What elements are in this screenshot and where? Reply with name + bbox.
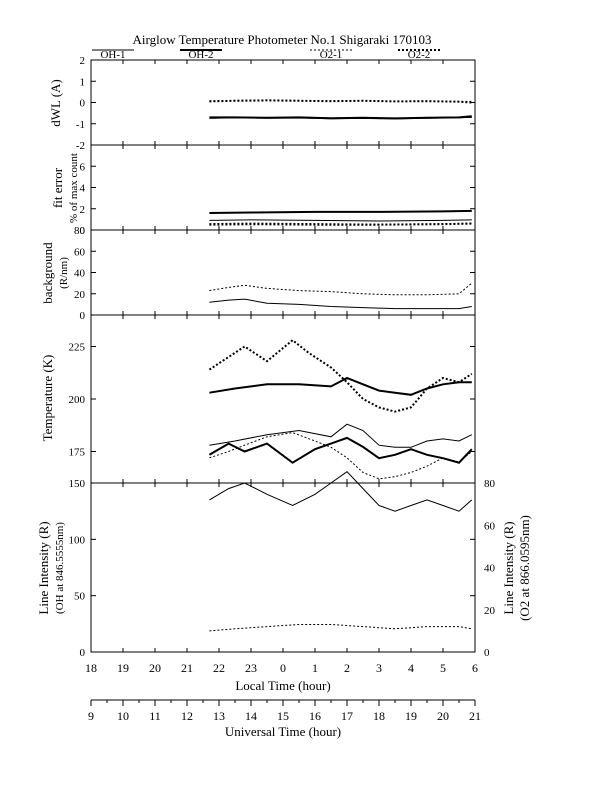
- ytick-label-dwl: -2: [76, 140, 85, 152]
- panel-frame-intensity: [90, 482, 476, 653]
- xtick-label-ut: 17: [341, 709, 353, 723]
- ylabel-intensity: Line Intensity (R): [36, 521, 51, 614]
- ytick-label-fit_error: 2: [80, 204, 86, 216]
- series-dwl-oh-2: [209, 115, 472, 120]
- ytick-right-label-intensity: 0: [484, 647, 490, 659]
- xtick-label-local: 3: [376, 661, 382, 675]
- ytick-label-temperature: 225: [69, 342, 86, 354]
- ytick-label-background: 60: [74, 246, 86, 258]
- ytick-label-intensity: 50: [74, 591, 86, 603]
- xtick-label-ut: 11: [149, 709, 161, 723]
- series-fit_error-o2-1: [209, 222, 472, 225]
- xtick-label-local: 0: [280, 661, 286, 675]
- ytick-label-temperature: 175: [69, 447, 86, 459]
- ytick-label-dwl: 2: [80, 55, 86, 67]
- ytick-label-dwl: -1: [76, 119, 85, 131]
- series-fit_error-oh-1: [209, 219, 472, 222]
- xtick-label-local: 19: [117, 661, 129, 675]
- xtick-label-ut: 10: [117, 709, 129, 723]
- chart-legend: OH-1 OH-2 O2-1 O2-2: [92, 49, 440, 61]
- xtick-label-ut: 18: [373, 709, 385, 723]
- ytick-label-intensity: 100: [69, 534, 86, 546]
- xtick-label-ut: 13: [213, 709, 225, 723]
- series-background-o2-1: [209, 282, 473, 296]
- panel-frame-background: [90, 229, 476, 316]
- xtick-label-local: 20: [149, 661, 161, 675]
- xtick-label-local: 2: [344, 661, 350, 675]
- ytick-label-intensity: 150: [69, 478, 86, 490]
- series-temperature-o2-1: [209, 432, 473, 480]
- ylabel-intensity: (OH at 846.5555nm): [54, 522, 66, 614]
- ytick-right-label-intensity: 20: [484, 605, 496, 617]
- xtick-label-local: 23: [245, 661, 257, 675]
- chart-title: Airglow Temperature Photometer No.1 Shig…: [133, 32, 432, 47]
- panel-frame-dwl: [90, 59, 476, 146]
- ylabel-right-intensity: (O2 at 866.0595nm): [517, 515, 532, 621]
- series-temperature-o2-2: [208, 338, 473, 413]
- ytick-label-fit_error: 4: [80, 183, 86, 195]
- legend-label-o2-1: O2-1: [320, 49, 343, 61]
- ylabel-dwl: dWL (A): [48, 79, 63, 127]
- panel-frame-temperature: [90, 314, 476, 484]
- xtick-label-local: 1: [312, 661, 318, 675]
- xtick-label-ut: 15: [277, 709, 289, 723]
- xtick-label-ut: 14: [245, 709, 257, 723]
- series-fit_error-o2-2: [209, 222, 472, 226]
- xtick-label-local: 6: [472, 661, 478, 675]
- ylabel-background: background: [40, 242, 55, 304]
- ytick-label-background: 0: [80, 310, 86, 322]
- ytick-label-background: 80: [74, 225, 86, 237]
- ylabel-fit_error: fit error: [50, 167, 65, 208]
- ytick-label-dwl: 1: [80, 76, 86, 88]
- ylabel-background: (R/nm): [58, 257, 70, 289]
- series-dwl-o2-1: [209, 99, 472, 102]
- xtick-label-local: 21: [181, 661, 193, 675]
- ytick-right-label-intensity: 60: [484, 520, 496, 532]
- series-intensity-oh-2: [208, 436, 473, 464]
- ytick-label-dwl: 0: [80, 98, 86, 110]
- xtick-label-ut: 9: [88, 709, 94, 723]
- xaxis-label-ut: Universal Time (hour): [225, 724, 341, 739]
- series-fit_error-oh-2: [209, 209, 472, 214]
- series-dwl-o2-2: [209, 99, 472, 104]
- series-intensity-oh-1: [209, 471, 473, 512]
- xtick-label-local: 5: [440, 661, 446, 675]
- ytick-label-intensity: 0: [80, 647, 86, 659]
- chart-y-labels: dWL (A) fit error% of max count background…: [36, 79, 532, 621]
- ytick-label-fit_error: 6: [80, 161, 86, 173]
- series-temperature-oh-1: [209, 423, 473, 448]
- ytick-label-fit_error: 0: [80, 225, 86, 237]
- ytick-label-temperature: 200: [69, 394, 86, 406]
- xtick-label-ut: 20: [437, 709, 449, 723]
- ytick-label-background: 20: [74, 289, 86, 301]
- legend-label-oh-1: OH-1: [100, 49, 125, 61]
- xtick-label-ut: 21: [469, 709, 481, 723]
- ylabel-fit_error: % of max count: [68, 153, 80, 223]
- ytick-right-label-intensity: 80: [484, 478, 496, 490]
- xtick-label-ut: 19: [405, 709, 417, 723]
- xtick-label-ut: 16: [309, 709, 321, 723]
- ylabel-right-intensity: Line Intensity (R): [501, 521, 516, 614]
- panel-frame-fit_error: [90, 144, 476, 231]
- series-temperature-oh-2: [209, 376, 472, 396]
- xtick-label-ut: 12: [181, 709, 193, 723]
- ytick-right-label-intensity: 40: [484, 563, 496, 575]
- series-background-oh-1: [209, 298, 472, 310]
- legend-label-o2-2: O2-2: [408, 49, 431, 61]
- legend-label-oh-2: OH-2: [188, 49, 213, 61]
- ylabel-temperature: Temperature (K): [40, 355, 55, 442]
- xtick-label-local: 18: [85, 661, 97, 675]
- xtick-label-local: 22: [213, 661, 225, 675]
- ytick-label-background: 40: [74, 268, 86, 280]
- xtick-label-local: 4: [408, 661, 414, 675]
- series-intensity-o2-1: [209, 624, 472, 632]
- chart-panels: -2-1012024602040608017520022505010015002…: [69, 55, 496, 659]
- xaxis-label-local: Local Time (hour): [235, 678, 330, 693]
